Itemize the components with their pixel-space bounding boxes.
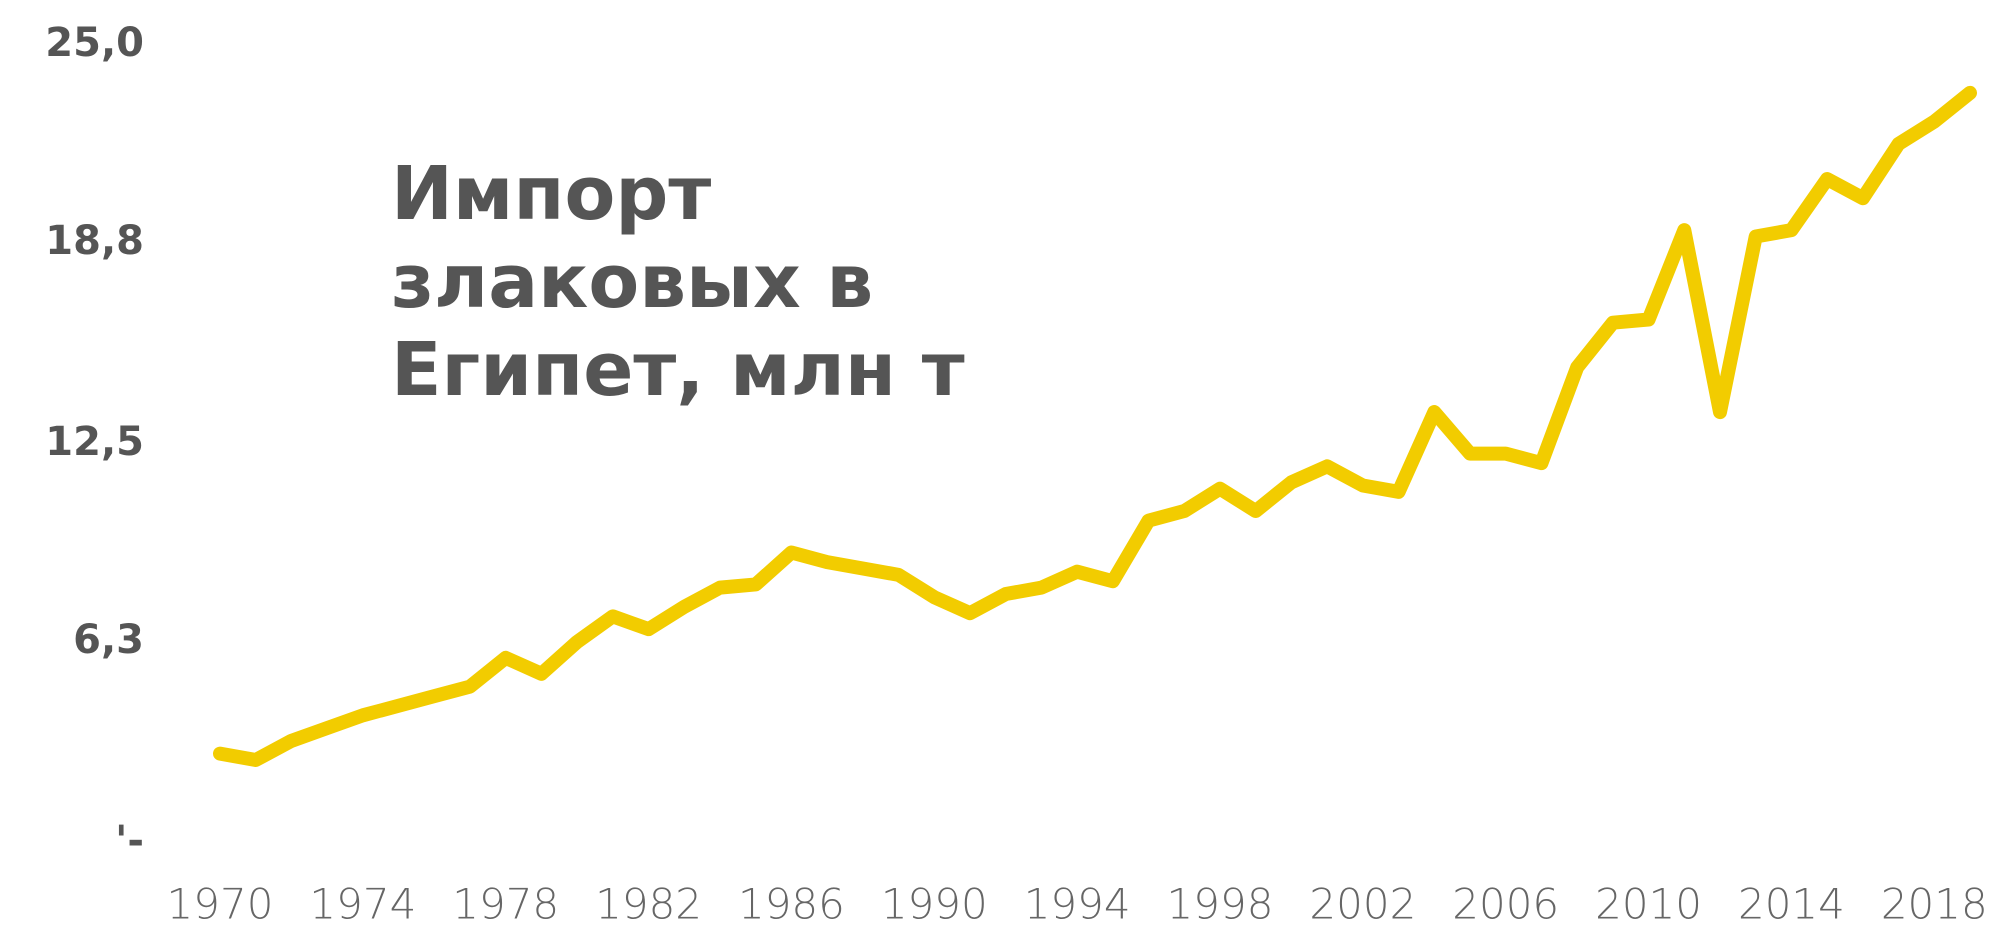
x-tick-label: 1994 (1024, 880, 1131, 929)
x-tick-label: 1986 (738, 880, 845, 929)
x-tick-label: 1974 (309, 880, 416, 929)
x-tick-label: 2010 (1595, 880, 1702, 929)
x-tick-label: 1982 (595, 880, 702, 929)
x-tick-label: 2014 (1738, 880, 1845, 929)
x-tick-label: 1998 (1167, 880, 1274, 929)
x-tick-label: 2018 (1881, 880, 1988, 929)
y-tick-label: '- (115, 818, 144, 864)
y-tick-label: 6,3 (73, 617, 144, 663)
x-tick-label: 1970 (167, 880, 274, 929)
chart-title: Импорт злаковых в Египет, млн т (391, 151, 965, 413)
y-tick-label: 12,5 (45, 419, 144, 465)
x-tick-label: 2006 (1452, 880, 1559, 929)
x-tick-label: 1990 (881, 880, 988, 929)
data-line (213, 85, 1977, 768)
y-tick-label: 18,8 (45, 218, 144, 264)
x-tick-label: 1978 (452, 880, 559, 929)
x-tick-label: 2002 (1309, 880, 1416, 929)
y-tick-label: 25,0 (45, 20, 144, 66)
